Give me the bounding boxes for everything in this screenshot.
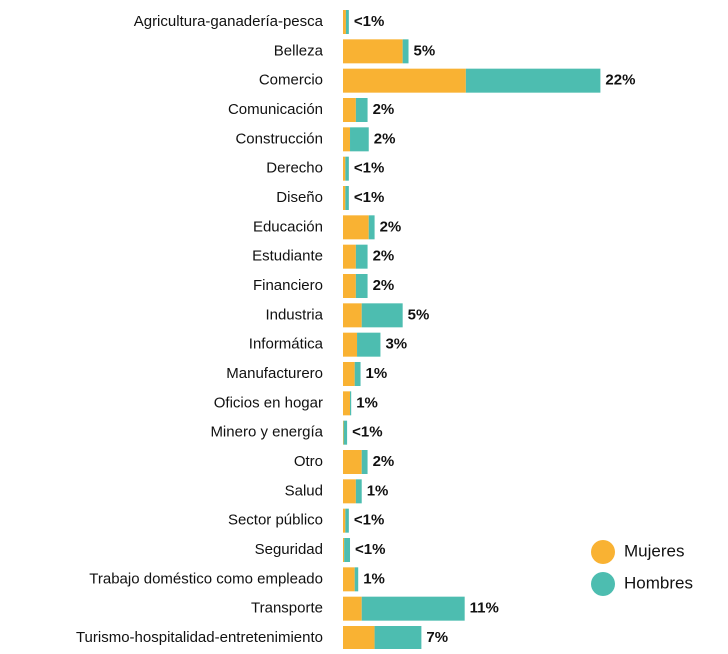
total-label: 2% [374, 130, 396, 147]
total-label: 7% [426, 629, 448, 646]
bar-segment [343, 186, 346, 210]
category-label: Informática [249, 336, 324, 353]
bar-segment [343, 538, 345, 562]
bar-segment [357, 332, 381, 357]
total-label: <1% [355, 541, 385, 558]
bar-segment [343, 420, 344, 445]
legend-marker [591, 540, 615, 564]
total-label: 1% [356, 394, 378, 411]
bar-segment [345, 10, 349, 34]
category-label: Industria [265, 306, 323, 323]
bar-segment [355, 98, 368, 122]
bar-segment [343, 420, 348, 445]
category-label: Derecho [266, 160, 323, 177]
total-label: <1% [354, 160, 384, 177]
category-label: Belleza [274, 42, 324, 59]
category-label: Minero y energía [210, 424, 323, 441]
bar-segment [350, 127, 369, 152]
bar-segment [343, 596, 362, 621]
bar-segment [343, 156, 346, 181]
bar-segment [343, 567, 355, 592]
total-label: 2% [373, 453, 395, 470]
bar-segment [343, 39, 403, 64]
bar-segment [345, 156, 349, 181]
bar-segment [343, 10, 346, 34]
bar-segment [343, 215, 369, 240]
bar-segment [343, 98, 356, 122]
bar-segment [344, 538, 351, 562]
category-label: Comercio [259, 72, 323, 89]
bar-segment [343, 303, 362, 328]
total-label: 2% [373, 277, 395, 294]
bar-segment [374, 626, 422, 650]
total-label: <1% [352, 424, 382, 441]
bar-segment [343, 508, 346, 533]
total-label: 5% [408, 306, 430, 323]
bar-segment [345, 186, 349, 210]
total-label: 1% [367, 482, 389, 499]
bar-segment [354, 567, 359, 592]
total-label: 22% [605, 72, 635, 89]
bar-segment [343, 127, 351, 152]
bar-segment [343, 479, 356, 504]
category-label: Educación [253, 218, 323, 235]
bar-segment [355, 274, 368, 298]
bar-segment [343, 244, 356, 269]
total-label: 2% [373, 101, 395, 118]
category-label: Manufacturero [226, 365, 323, 382]
bar-segment [350, 391, 352, 416]
bar-segment [354, 362, 361, 386]
total-label: 3% [385, 336, 407, 353]
category-label: Transporte [251, 600, 323, 617]
category-label: Seguridad [255, 541, 323, 558]
category-label: Estudiante [252, 248, 323, 265]
category-label: Trabajo doméstico como empleado [89, 570, 323, 587]
bar-segment [343, 274, 356, 298]
bar-segment [343, 332, 358, 357]
total-label: <1% [354, 189, 384, 206]
category-label: Diseño [276, 189, 323, 206]
bar-segment [402, 39, 409, 64]
bar-segment [355, 244, 368, 269]
bar-segment [355, 479, 362, 504]
total-label: 11% [470, 600, 499, 617]
category-label: Comunicación [228, 101, 323, 118]
total-label: 2% [380, 218, 402, 235]
total-label: 2% [373, 248, 395, 265]
bar-segment [361, 450, 368, 474]
legend-label: Mujeres [624, 541, 684, 560]
bar-segment [343, 362, 355, 386]
category-label: Agricultura-ganadería-pesca [134, 13, 324, 30]
total-label: <1% [354, 13, 384, 30]
legend-marker [591, 572, 615, 596]
total-label: 5% [414, 42, 436, 59]
bar-segment [343, 391, 351, 416]
category-label: Sector público [228, 512, 323, 529]
bar-segment [465, 68, 601, 93]
total-label: 1% [366, 365, 388, 382]
bar-segment [361, 596, 465, 621]
bar-segment [368, 215, 375, 240]
category-label: Construcción [235, 130, 323, 147]
bar-segment [345, 508, 349, 533]
bar-segment [343, 68, 466, 93]
category-label: Otro [294, 453, 323, 470]
category-label: Oficios en hogar [214, 394, 323, 411]
bar-segment [343, 626, 375, 650]
total-label: 1% [363, 570, 385, 587]
category-label: Turismo-hospitalidad-entretenimiento [76, 629, 323, 646]
legend-label: Hombres [624, 573, 693, 592]
category-label: Salud [285, 482, 323, 499]
category-label: Financiero [253, 277, 323, 294]
total-label: <1% [354, 512, 384, 529]
bar-segment [343, 450, 362, 474]
bar-segment [361, 303, 403, 328]
